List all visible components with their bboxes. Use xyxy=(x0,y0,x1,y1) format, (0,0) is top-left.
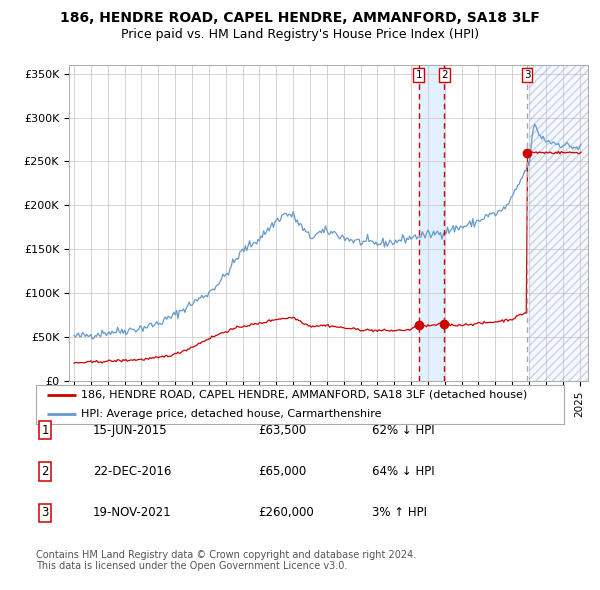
Text: 3: 3 xyxy=(41,506,49,519)
Text: £65,000: £65,000 xyxy=(258,465,306,478)
Text: £63,500: £63,500 xyxy=(258,424,306,437)
Text: Price paid vs. HM Land Registry's House Price Index (HPI): Price paid vs. HM Land Registry's House … xyxy=(121,28,479,41)
Text: 186, HENDRE ROAD, CAPEL HENDRE, AMMANFORD, SA18 3LF (detached house): 186, HENDRE ROAD, CAPEL HENDRE, AMMANFOR… xyxy=(81,390,527,400)
Text: Contains HM Land Registry data © Crown copyright and database right 2024.
This d: Contains HM Land Registry data © Crown c… xyxy=(36,550,416,572)
Bar xyxy=(419,65,445,381)
Text: 19-NOV-2021: 19-NOV-2021 xyxy=(93,506,172,519)
Text: HPI: Average price, detached house, Carmarthenshire: HPI: Average price, detached house, Carm… xyxy=(81,409,382,419)
Text: 15-JUN-2015: 15-JUN-2015 xyxy=(93,424,167,437)
Text: 64% ↓ HPI: 64% ↓ HPI xyxy=(372,465,434,478)
Text: 1: 1 xyxy=(41,424,49,437)
Text: 186, HENDRE ROAD, CAPEL HENDRE, AMMANFORD, SA18 3LF: 186, HENDRE ROAD, CAPEL HENDRE, AMMANFOR… xyxy=(60,11,540,25)
Text: 3% ↑ HPI: 3% ↑ HPI xyxy=(372,506,427,519)
Text: 1: 1 xyxy=(415,70,422,80)
Text: 2: 2 xyxy=(441,70,448,80)
Bar xyxy=(529,65,588,381)
Text: 22-DEC-2016: 22-DEC-2016 xyxy=(93,465,172,478)
Text: 2: 2 xyxy=(41,465,49,478)
Text: 3: 3 xyxy=(524,70,530,80)
Bar xyxy=(529,65,588,381)
Text: 62% ↓ HPI: 62% ↓ HPI xyxy=(372,424,434,437)
Text: £260,000: £260,000 xyxy=(258,506,314,519)
